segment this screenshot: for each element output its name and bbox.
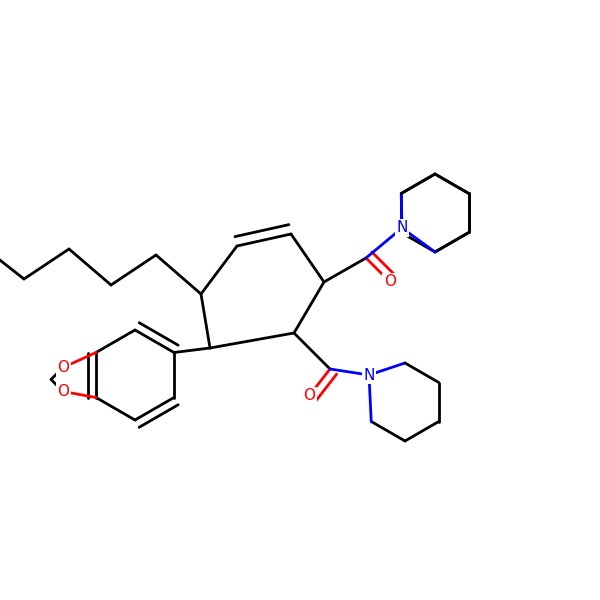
Text: N: N: [364, 367, 374, 383]
Text: O: O: [384, 275, 396, 289]
Text: O: O: [303, 389, 315, 403]
Text: O: O: [57, 360, 69, 375]
Text: N: N: [397, 220, 407, 235]
Text: O: O: [57, 384, 69, 399]
